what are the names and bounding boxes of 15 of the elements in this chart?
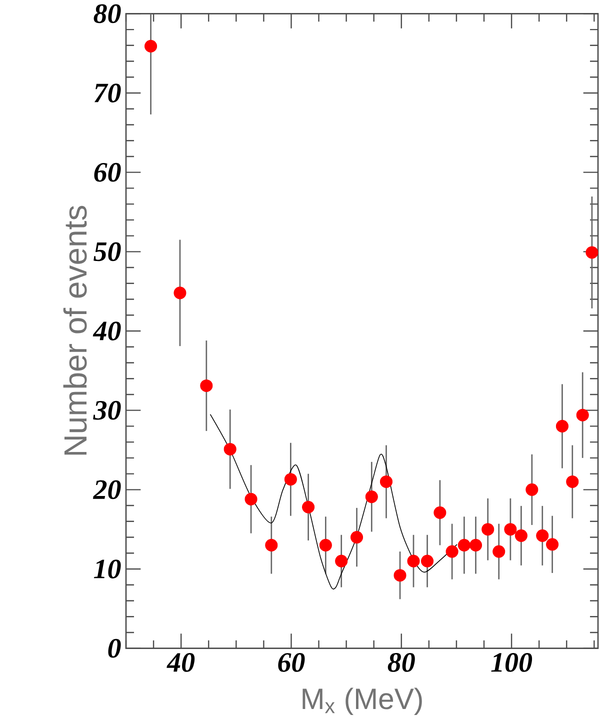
x-tick-label: 100 [491,653,532,672]
y-tick-label: 0 [108,638,121,658]
y-tick-label: 50 [94,242,121,262]
x-tick-label: 40 [166,653,195,672]
y-tick-label: 10 [94,560,121,578]
y-axis-title: Number of events [63,206,87,455]
y-tick-label: 80 [94,4,121,24]
y-tick-label: 70 [94,84,121,102]
x-tick-label: 80 [388,653,415,672]
y-tick-label: 40 [92,322,121,340]
y-tick-label: 30 [93,400,121,420]
y-tick-label: 60 [94,162,121,182]
x-axis-title: M$_{x}$ (MeV) [302,688,422,716]
x-tick-label: 60 [278,653,305,672]
y-tick-label: 20 [92,480,121,500]
